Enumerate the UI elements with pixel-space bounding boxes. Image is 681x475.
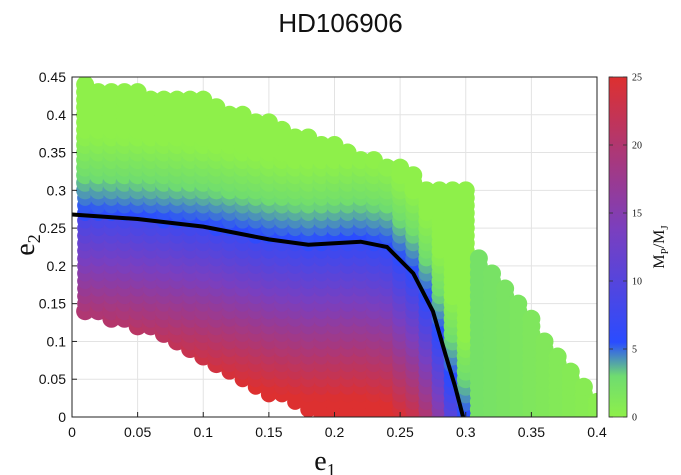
data-point (588, 392, 597, 411)
y-tick-label: 0.4 (47, 107, 67, 123)
y-tick-label: 0.35 (39, 145, 66, 161)
chart-title: HD106906 (278, 8, 403, 38)
data-point (535, 332, 554, 351)
y-tick-label: 0.45 (39, 69, 66, 85)
data-point (338, 143, 357, 162)
x-tick-label: 0.4 (587, 424, 607, 440)
y-axis-ticks: 0 0.05 0.1 0.15 0.2 0.25 0.3 0.35 0.4 0.45 (39, 69, 77, 425)
data-point (548, 347, 567, 366)
data-point (378, 158, 396, 177)
y-tick-label: 0.2 (47, 258, 67, 274)
data-point (522, 309, 541, 328)
colorbar (608, 76, 628, 418)
data-point (220, 105, 239, 124)
data-point (76, 77, 95, 94)
data-point (141, 90, 160, 109)
data-point (89, 83, 108, 102)
data-point (496, 279, 515, 298)
data-point (168, 90, 186, 109)
data-point (561, 362, 580, 381)
data-point (207, 98, 226, 117)
x-axis-ticks: 0 0.05 0.1 0.15 0.2 0.25 0.3 0.35 0.4 (68, 412, 607, 440)
x-tick-label: 0.2 (325, 424, 345, 440)
boundary-curve (71, 212, 466, 418)
data-point (299, 128, 318, 147)
y-axis-label: e2 (10, 234, 44, 255)
data-point (391, 158, 410, 177)
data-point (286, 128, 305, 147)
x-axis-label: e1 (314, 446, 335, 475)
data-point (273, 120, 291, 139)
data-point (469, 249, 488, 268)
colorbar-tick-label: 10 (632, 277, 642, 288)
colorbar-tick-label: 25 (632, 73, 642, 84)
colorbar-label: MP/MJ (651, 225, 671, 269)
data-point (194, 90, 213, 109)
y-tick-label: 0.15 (39, 296, 66, 312)
data-point (128, 83, 147, 102)
y-tick-label: 0.05 (39, 371, 66, 387)
x-tick-label: 0.25 (387, 424, 414, 440)
data-point (430, 181, 449, 200)
data-point (456, 181, 475, 200)
x-tick-label: 0.3 (456, 424, 476, 440)
data-point (509, 294, 528, 313)
colorbar-tick-label: 5 (632, 345, 637, 356)
data-point (483, 264, 501, 283)
data-point (102, 83, 121, 102)
x-tick-label: 0.35 (518, 424, 545, 440)
data-point (233, 105, 252, 124)
y-tick-label: 0.3 (47, 182, 67, 198)
x-tick-label: 0.1 (194, 424, 214, 440)
y-tick-label: 0.25 (39, 220, 66, 236)
y-tick-label: 0 (58, 409, 66, 425)
data-point (312, 136, 331, 154)
colorbar-tick-label: 0 (632, 413, 637, 424)
x-tick-label: 0 (68, 424, 76, 440)
data-point (351, 151, 370, 170)
y-tick-label: 0.1 (47, 333, 67, 349)
data-point (364, 151, 383, 170)
colorbar-ticks: 0 5 10 15 20 25 (609, 73, 642, 424)
data-points (76, 77, 597, 417)
data-point (404, 166, 423, 185)
data-point (574, 377, 593, 396)
data-point (154, 90, 173, 109)
data-point (181, 90, 200, 109)
data-point (443, 181, 462, 200)
data-point (246, 113, 265, 132)
data-point (259, 113, 278, 132)
data-point (115, 83, 134, 102)
colorbar-tick-label: 15 (632, 209, 642, 220)
data-point (417, 181, 436, 200)
colorbar-tick-label: 20 (632, 141, 642, 152)
x-tick-label: 0.05 (124, 424, 151, 440)
x-tick-label: 0.15 (255, 424, 282, 440)
data-point (325, 136, 344, 154)
